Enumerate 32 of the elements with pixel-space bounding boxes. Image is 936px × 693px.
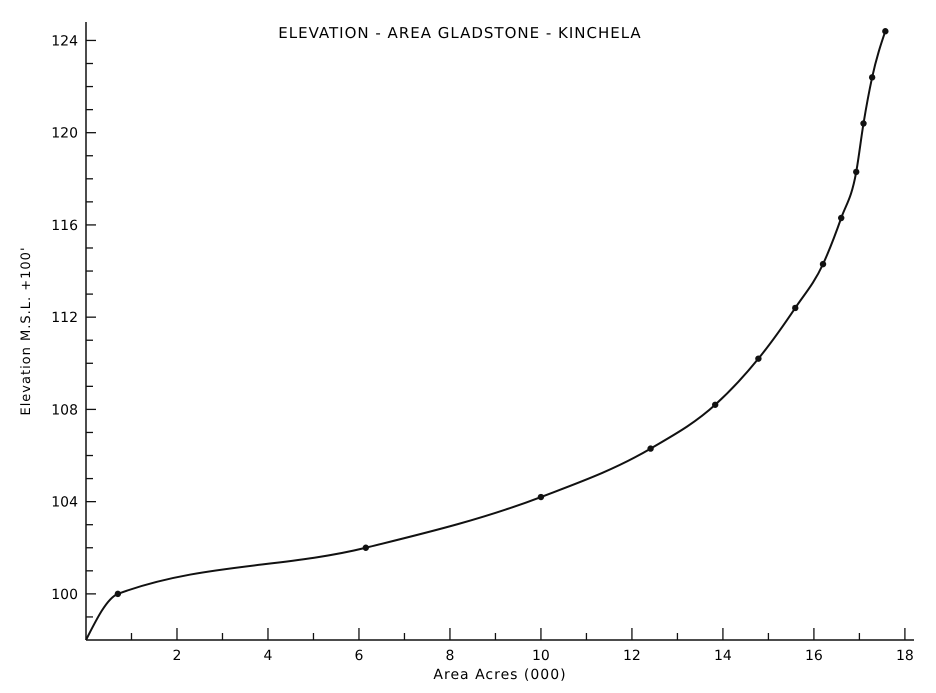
x-tick-label: 18 bbox=[896, 648, 914, 664]
y-tick-label: 108 bbox=[51, 402, 78, 418]
point bbox=[755, 355, 762, 362]
point bbox=[820, 260, 826, 268]
point bbox=[362, 544, 369, 551]
x-tick-label: 14 bbox=[714, 648, 732, 664]
x-tick-label: 2 bbox=[172, 648, 182, 664]
x-tick-label: 8 bbox=[445, 648, 454, 664]
point bbox=[868, 74, 876, 81]
x-tick-label: 16 bbox=[805, 648, 823, 664]
point bbox=[114, 590, 122, 598]
chart-title: ELEVATION - AREA GLADSTONE - KINCHELA bbox=[278, 24, 642, 42]
x-axis-title: Area Acres (000) bbox=[433, 667, 567, 683]
y-tick-label: 112 bbox=[51, 310, 78, 326]
point bbox=[792, 304, 798, 312]
point bbox=[712, 402, 718, 408]
point bbox=[860, 120, 867, 127]
point bbox=[882, 28, 889, 34]
point bbox=[538, 494, 544, 500]
y-tick-label: 104 bbox=[51, 494, 78, 511]
x-tick-label: 12 bbox=[623, 648, 641, 664]
x-tick-label: 10 bbox=[532, 648, 550, 664]
y-tick-label: 116 bbox=[51, 218, 78, 234]
y-tick-label: 100 bbox=[51, 586, 78, 603]
y-tick-label: 124 bbox=[51, 33, 78, 50]
point bbox=[647, 445, 654, 452]
x-tick-label: 6 bbox=[354, 648, 364, 664]
y-tick-label: 120 bbox=[51, 126, 78, 142]
point bbox=[838, 214, 844, 222]
point bbox=[853, 168, 860, 176]
y-axis-title: Elevation M.S.L. +100' bbox=[19, 246, 34, 416]
x-tick-label: 4 bbox=[264, 648, 273, 664]
